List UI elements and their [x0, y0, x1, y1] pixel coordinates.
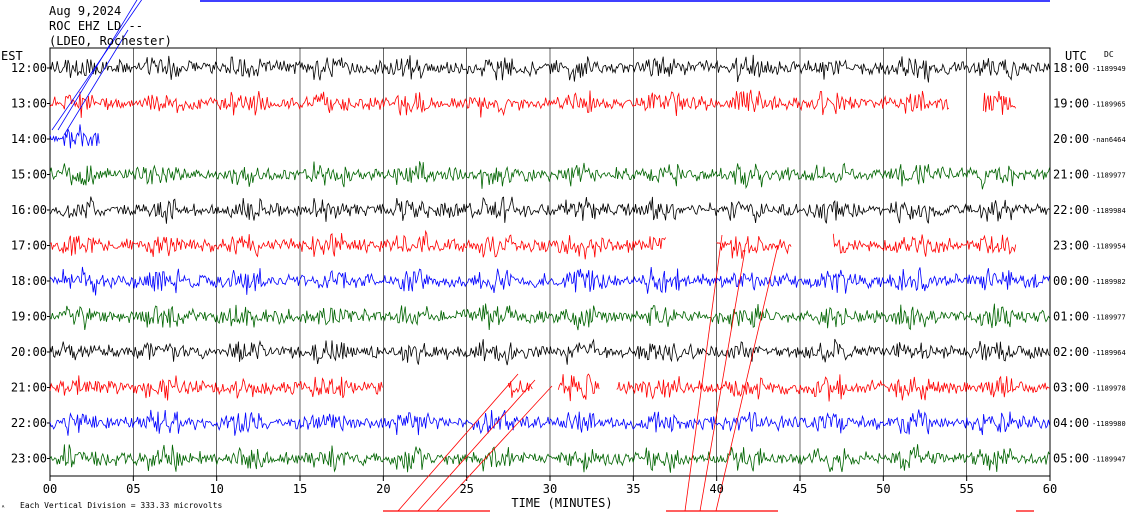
- artifact-stroke: [51, 0, 143, 131]
- x-axis-label: TIME (MINUTES): [511, 496, 612, 510]
- x-tick-label: 45: [793, 482, 807, 496]
- corner-mark: ᴬ: [1, 503, 5, 512]
- right-zone-label: UTC: [1065, 49, 1087, 63]
- seismic-trace: [49, 229, 1017, 260]
- artifact-stroke: [436, 385, 553, 512]
- row-label-right: 22:00: [1053, 203, 1089, 217]
- row-label-left: 16:00: [11, 203, 47, 217]
- seismic-trace: [49, 124, 100, 149]
- artifact-lines: [51, 0, 1050, 512]
- x-tick-label: 10: [209, 482, 223, 496]
- x-tick-label: 00: [43, 482, 57, 496]
- seismic-trace: [49, 89, 1017, 118]
- seismic-trace: [49, 303, 1050, 331]
- seismic-trace: [49, 373, 1050, 402]
- x-tick-label: 55: [959, 482, 973, 496]
- artifact-stroke: [715, 244, 779, 512]
- x-tick-label: 25: [459, 482, 473, 496]
- row-label-right: 20:00: [1053, 132, 1089, 146]
- x-tick-label: 20: [376, 482, 390, 496]
- dc-label: DC: [1104, 50, 1114, 59]
- row-label-right: 05:00: [1053, 452, 1089, 466]
- artifact-stroke: [417, 379, 536, 512]
- row-label-right: 01:00: [1053, 310, 1089, 324]
- seismic-trace: [49, 409, 1050, 436]
- row-label-right: 00:00: [1053, 274, 1089, 288]
- row-dc-value: -1189954: [1092, 243, 1126, 251]
- x-tick-label: 50: [876, 482, 890, 496]
- row-dc-value: -1189949: [1092, 65, 1126, 73]
- x-tick-label: 05: [126, 482, 140, 496]
- row-dc-value: -1189965: [1092, 101, 1126, 109]
- seismic-trace: [49, 54, 1050, 83]
- x-tick-label: 40: [709, 482, 723, 496]
- row-label-left: 19:00: [11, 310, 47, 324]
- left-zone-label: EST: [1, 49, 23, 63]
- scale-note: Each Vertical Division = 333.33 microvol…: [20, 501, 222, 510]
- x-tick-label: 35: [626, 482, 640, 496]
- header-date: Aug 9,2024: [49, 4, 121, 18]
- row-label-left: 12:00: [11, 61, 47, 75]
- x-tick-label: 60: [1043, 482, 1057, 496]
- row-dc-value: -1189977: [1092, 314, 1126, 322]
- row-label-right: 21:00: [1053, 168, 1089, 182]
- row-label-right: 19:00: [1053, 97, 1089, 111]
- trace-layer: [49, 54, 1050, 473]
- grid-lines: [47, 47, 1051, 481]
- row-label-right: 03:00: [1053, 381, 1089, 395]
- seismic-trace: [49, 444, 1050, 473]
- row-label-left: 18:00: [11, 274, 47, 288]
- x-tick-label: 30: [543, 482, 557, 496]
- row-dc-value: -1189978: [1092, 385, 1126, 393]
- x-tick-label: 15: [293, 482, 307, 496]
- row-dc-value: -1189964: [1092, 349, 1126, 357]
- header-network: (LDEO, Rochester): [49, 34, 172, 48]
- header-station: ROC EHZ LD --: [49, 19, 143, 33]
- seismic-trace: [49, 266, 1050, 296]
- row-dc-value: -1189977: [1092, 172, 1126, 180]
- artifact-stroke: [57, 0, 138, 131]
- row-label-right: 04:00: [1053, 416, 1089, 430]
- row-label-left: 13:00: [11, 97, 47, 111]
- row-label-left: 20:00: [11, 345, 47, 359]
- seismic-trace: [49, 196, 1050, 224]
- seismic-trace: [49, 161, 1050, 190]
- artifact-stroke: [699, 249, 746, 512]
- row-label-left: 17:00: [11, 239, 47, 253]
- row-label-left: 21:00: [11, 381, 47, 395]
- row-dc-value: -1189984: [1092, 207, 1126, 215]
- artifact-stroke: [63, 29, 129, 136]
- row-label-left: 23:00: [11, 452, 47, 466]
- row-label-right: 02:00: [1053, 345, 1089, 359]
- row-label-left: 22:00: [11, 416, 47, 430]
- artifact-stroke: [684, 234, 723, 512]
- row-dc-value: -1189982: [1092, 278, 1126, 286]
- row-dc-value: -1189980: [1092, 420, 1126, 428]
- row-label-left: 14:00: [11, 132, 47, 146]
- artifact-stroke: [397, 373, 519, 512]
- row-label-left: 15:00: [11, 168, 47, 182]
- seismic-trace: [49, 338, 1050, 366]
- row-label-right: 18:00: [1053, 61, 1089, 75]
- row-dc-value: -nan6464: [1092, 136, 1126, 144]
- row-dc-value: -1189947: [1092, 456, 1126, 464]
- row-label-right: 23:00: [1053, 239, 1089, 253]
